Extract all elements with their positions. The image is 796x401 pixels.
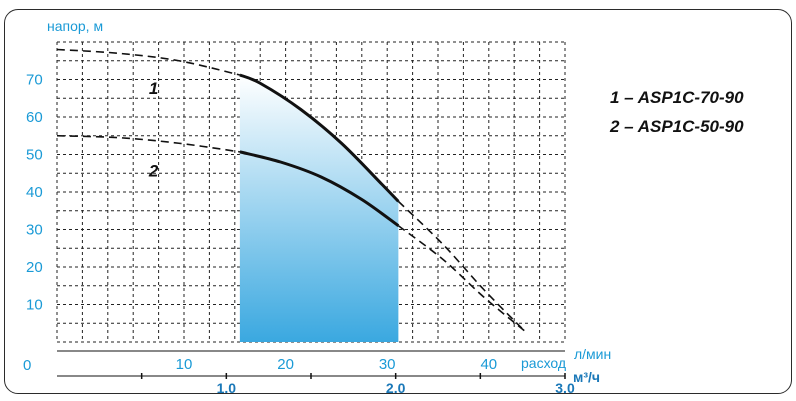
series-1-label: 1 bbox=[149, 79, 158, 98]
x-tick-label: 40 bbox=[480, 356, 497, 373]
x-axis-title: расход bbox=[521, 355, 566, 371]
series-2-dashed-left bbox=[56, 134, 240, 153]
x-tick-label: 10 bbox=[176, 356, 193, 373]
y-tick-label: 40 bbox=[26, 184, 43, 201]
working-range-fill bbox=[239, 75, 399, 342]
y-tick-label: 70 bbox=[26, 72, 43, 89]
legend-entry-1: 1 – ASP1C-70-90 bbox=[610, 88, 744, 107]
series-1-dashed-right bbox=[397, 200, 525, 332]
y-tick-label: 60 bbox=[26, 109, 43, 126]
x2-axis-unit: м³/ч bbox=[573, 369, 600, 385]
y-tick-label: 10 bbox=[26, 297, 43, 314]
y-tick-label: 50 bbox=[26, 147, 43, 164]
x-axis-unit: л/мин bbox=[574, 346, 611, 362]
x2-tick-label: 1.0 bbox=[217, 380, 237, 396]
series-2-line bbox=[239, 150, 400, 227]
curves: 12 bbox=[56, 48, 525, 332]
x2-tick-label: 3.0 bbox=[555, 380, 575, 396]
x-tick-label: 30 bbox=[379, 356, 396, 373]
x2-tick-label: 2.0 bbox=[386, 380, 406, 396]
y-axis-title: напор, м bbox=[47, 18, 103, 34]
y-tick-label: 20 bbox=[26, 259, 43, 276]
legend-entry-2: 2 – ASP1C-50-90 bbox=[609, 117, 744, 136]
y-tick-label: 30 bbox=[26, 222, 43, 239]
series-2-dashed-right bbox=[397, 225, 525, 332]
working-range-area bbox=[239, 75, 399, 342]
x-tick-label: 20 bbox=[277, 356, 294, 373]
series-1-line bbox=[239, 73, 400, 203]
series-2-label: 2 bbox=[148, 161, 159, 180]
series-1-dashed-left bbox=[56, 48, 241, 76]
y-zero-label: 0 bbox=[23, 357, 31, 374]
